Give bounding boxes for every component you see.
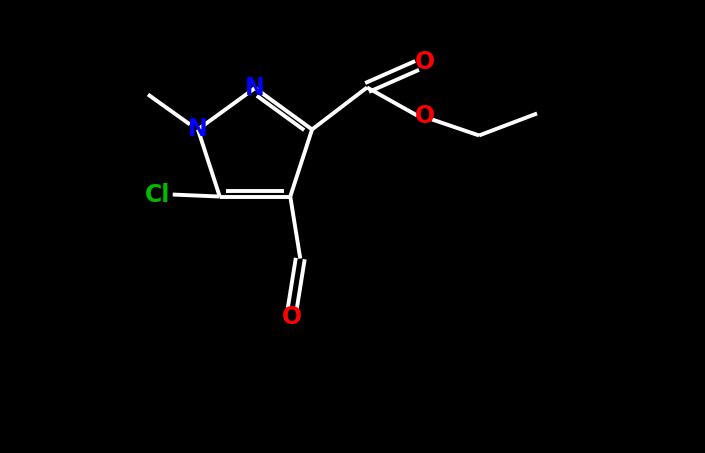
- Text: N: N: [188, 117, 208, 141]
- Text: O: O: [415, 105, 435, 129]
- Text: O: O: [415, 50, 435, 74]
- Text: N: N: [245, 76, 265, 100]
- Text: Cl: Cl: [145, 183, 171, 207]
- Text: O: O: [282, 304, 302, 328]
